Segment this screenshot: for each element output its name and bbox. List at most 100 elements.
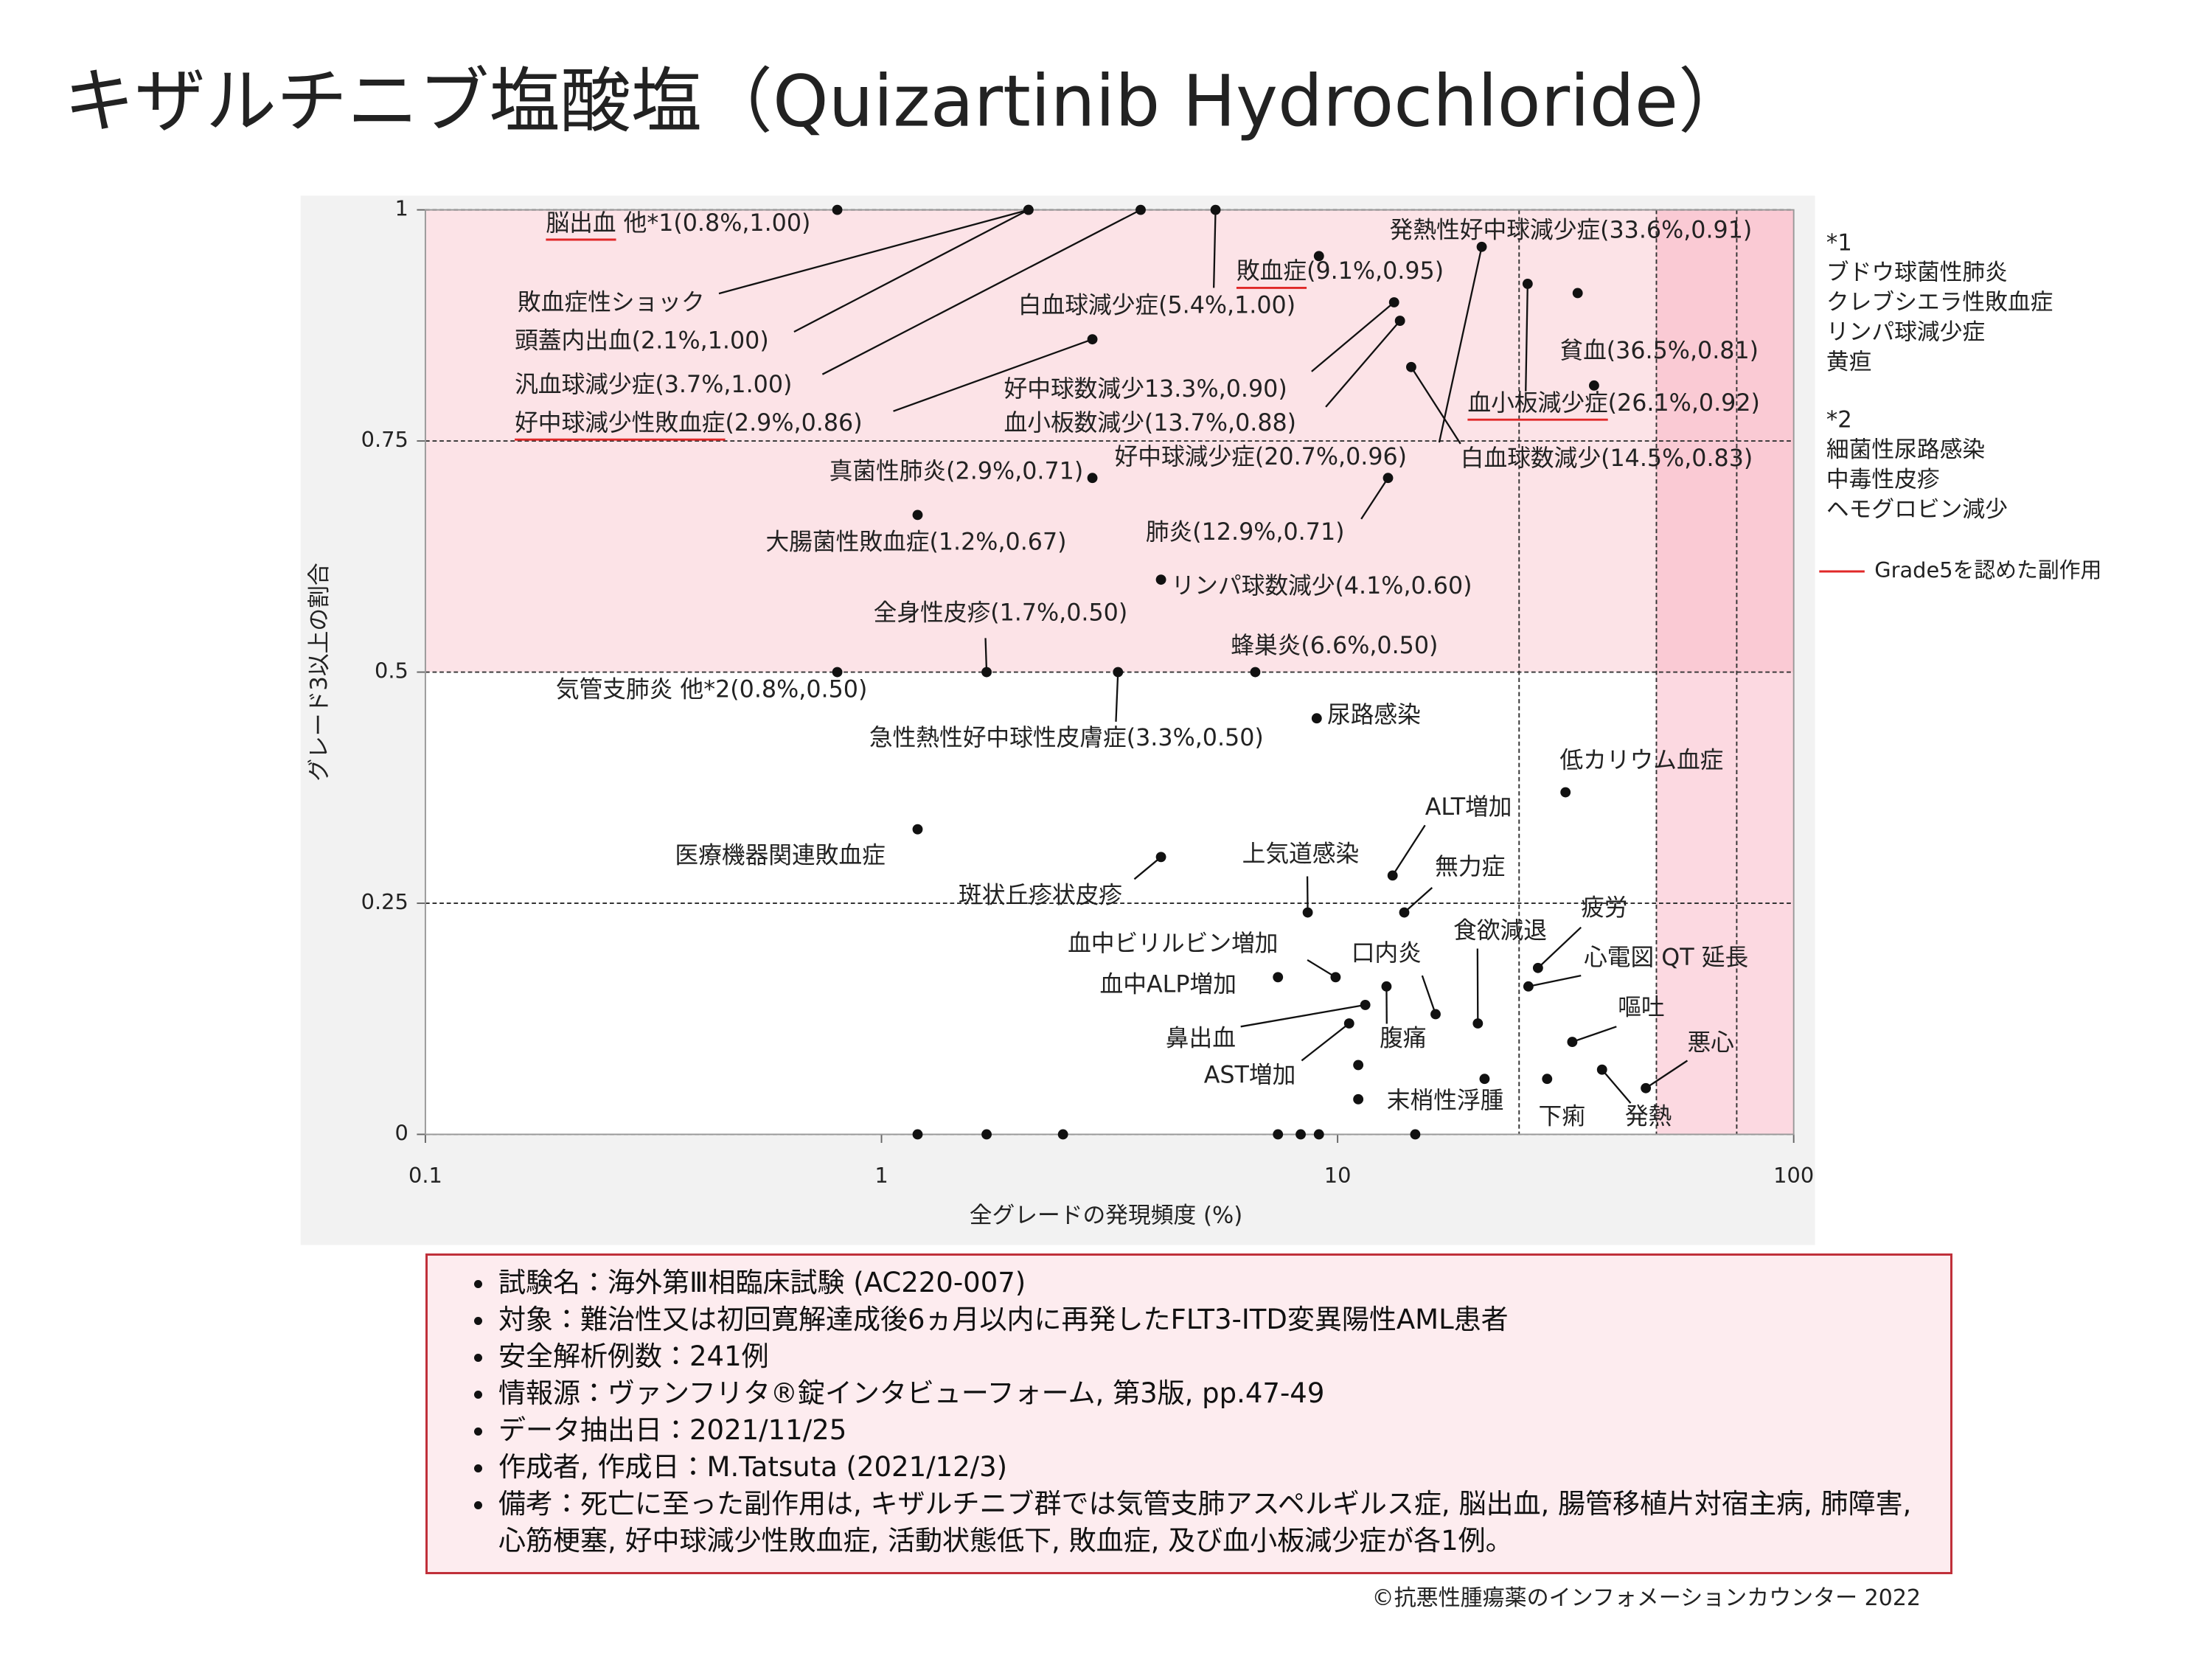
- point-label: 真菌性肺炎(2.9%,0.71): [830, 458, 1084, 484]
- data-point: [832, 204, 843, 215]
- y-axis-label: グレード3以上の割合: [306, 563, 333, 781]
- x-tick-label: 100: [1773, 1163, 1814, 1188]
- data-point: [1399, 907, 1410, 918]
- data-point: [1155, 574, 1166, 585]
- info-item: 作成者, 作成日：M.Tatsuta (2021/12/3): [495, 1449, 1928, 1486]
- y-tick-label: 0.5: [375, 658, 408, 684]
- leader-line: [1410, 366, 1461, 445]
- data-point: [1532, 962, 1543, 973]
- data-point: [1023, 204, 1034, 215]
- leader-line: [1213, 209, 1217, 288]
- info-list: 試験名：海外第Ⅲ相臨床試験 (AC220-007)対象：難治性又は初回寛解達成後…: [450, 1265, 1928, 1559]
- point-label: 血小板減少症(26.1%,0.92): [1467, 390, 1760, 417]
- leader-line: [821, 209, 1141, 375]
- point-label: ALT増加: [1425, 794, 1512, 821]
- data-point: [1313, 1129, 1324, 1140]
- data-point: [1479, 1074, 1490, 1085]
- data-point: [1572, 288, 1583, 299]
- point-label: 貧血(36.5%,0.81): [1559, 338, 1759, 364]
- data-point: [1302, 907, 1313, 918]
- point-label: 心電図 QT 延長: [1584, 945, 1748, 971]
- page-title: キザルチニブ塩酸塩（Quizartinib Hydrochloride）: [64, 60, 1750, 143]
- note-title: *1: [1826, 229, 1852, 256]
- point-label: 斑状丘疹状皮疹: [959, 882, 1122, 908]
- data-point: [1155, 852, 1166, 863]
- point-label: 急性熱性好中球性皮膚症(3.3%,0.50): [869, 725, 1264, 751]
- copyright: ©抗悪性腫瘍薬のインフォメーションカウンター 2022: [1371, 1585, 1921, 1611]
- leader-line: [893, 338, 1093, 412]
- point-label: 無力症: [1435, 854, 1505, 880]
- note-item: リンパ球減少症: [1826, 319, 1985, 345]
- data-point: [1387, 870, 1398, 881]
- data-point: [1087, 473, 1098, 484]
- point-label: 腹痛: [1380, 1026, 1426, 1052]
- point-label: 好中球減少性敗血症(2.9%,0.86): [515, 410, 863, 437]
- data-point: [1522, 279, 1533, 289]
- data-point: [1313, 251, 1324, 262]
- point-label: 血中ALP増加: [1100, 972, 1237, 998]
- info-item: 備考：死亡に至った副作用は, キザルチニブ群では気管支肺アスペルギルス症, 脳出…: [495, 1486, 1928, 1559]
- note-item: ヘモグロビン減少: [1826, 496, 2008, 523]
- info-item: データ抽出日：2021/11/25: [495, 1412, 1928, 1449]
- data-point: [1135, 204, 1146, 215]
- data-point: [981, 1129, 992, 1140]
- leader-line: [1115, 672, 1119, 722]
- data-point: [1273, 1129, 1284, 1140]
- data-point: [1394, 316, 1405, 326]
- point-label: 好中球数減少13.3%,0.90): [1004, 376, 1287, 403]
- note-item: 中毒性皮疹: [1826, 466, 1940, 493]
- info-item: 対象：難治性又は初回寛解達成後6ヵ月以内に再発したFLT3-ITD変異陽性AML…: [495, 1301, 1928, 1338]
- point-label: 嘔吐: [1618, 994, 1664, 1020]
- point-label: 気管支肺炎 他*2(0.8%,0.50): [556, 677, 867, 703]
- leader-line: [1240, 1004, 1366, 1028]
- leader-line: [1421, 975, 1437, 1015]
- leader-line: [1537, 926, 1582, 969]
- data-point: [1542, 1074, 1553, 1085]
- point-label: 食欲減退: [1453, 917, 1547, 944]
- point-label: 口内炎: [1352, 940, 1422, 967]
- point-label: 大腸菌性敗血症(1.2%,0.67): [765, 529, 1066, 556]
- point-label: 低カリウム血症: [1559, 748, 1723, 774]
- data-point: [1410, 1129, 1421, 1140]
- note-item: クレブシエラ性敗血症: [1826, 289, 2053, 316]
- leader-line: [1645, 1060, 1688, 1089]
- x-axis-label: 全グレードの発現頻度 (%): [970, 1203, 1243, 1229]
- info-item: 情報源：ヴァンフリタ®錠インタビューフォーム, 第3版, pp.47-49: [495, 1375, 1928, 1412]
- leader-line: [1360, 477, 1389, 520]
- data-point: [1381, 981, 1392, 992]
- data-point: [1057, 1129, 1068, 1140]
- point-label: 脳出血 他*1(0.8%,1.00): [546, 210, 810, 237]
- leader-line: [1306, 876, 1309, 913]
- point-label: 敗血症性ショック: [518, 290, 705, 316]
- data-point: [1641, 1082, 1652, 1093]
- data-point: [1113, 667, 1124, 678]
- info-box: 試験名：海外第Ⅲ相臨床試験 (AC220-007)対象：難治性又は初回寛解達成後…: [425, 1253, 1952, 1574]
- info-item: 安全解析例数：241例: [495, 1338, 1928, 1375]
- point-label: 肺炎(12.9%,0.71): [1146, 519, 1345, 546]
- point-label: 敗血症(9.1%,0.95): [1237, 258, 1444, 285]
- leader-line: [1307, 959, 1337, 978]
- y-tick-label: 0.75: [361, 427, 408, 452]
- data-point: [1311, 713, 1322, 724]
- point-label: リンパ球数減少(4.1%,0.60): [1171, 573, 1472, 599]
- plot-frame: [424, 209, 1795, 1135]
- leader-line: [1601, 1068, 1632, 1104]
- data-point: [981, 667, 992, 678]
- point-label: 上気道感染: [1242, 841, 1360, 868]
- data-point: [912, 824, 923, 835]
- y-tick-label: 0: [395, 1120, 408, 1145]
- data-point: [1330, 972, 1341, 983]
- note-item: ブドウ球菌性肺炎: [1826, 260, 2008, 286]
- point-label: 好中球減少症(20.7%,0.96): [1115, 444, 1408, 470]
- data-point: [1360, 1000, 1371, 1010]
- point-label: AST増加: [1204, 1062, 1296, 1089]
- legend-label: Grade5を認めた副作用: [1874, 557, 2101, 582]
- leader-line: [718, 209, 1029, 295]
- data-point: [1087, 334, 1098, 345]
- point-label: 末梢性浮腫: [1387, 1088, 1504, 1114]
- point-label: 尿路感染: [1327, 702, 1421, 728]
- leader-line: [1528, 974, 1582, 987]
- leader-line: [1301, 1023, 1350, 1062]
- leader-line: [1403, 886, 1433, 914]
- data-point: [912, 509, 923, 521]
